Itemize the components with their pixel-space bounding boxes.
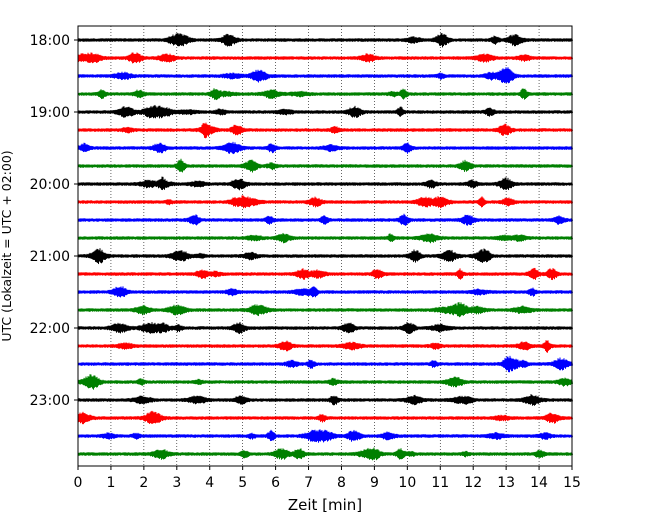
x-tick-label: 7: [304, 475, 313, 491]
y-axis-label: UTC (Lokalzeit = UTC + 02:00): [0, 150, 14, 341]
trace-2300: [77, 394, 573, 406]
trace-2115: [77, 267, 573, 281]
trace-2200: [77, 321, 573, 335]
trace-2345: [77, 447, 573, 461]
x-tick-label: 1: [106, 475, 115, 491]
x-axis-label: Zeit [min]: [288, 496, 362, 514]
y-tick-label: 21:00: [30, 249, 70, 265]
trace-1800: [77, 33, 573, 48]
x-tick-label: 15: [563, 475, 581, 491]
trace-1845: [77, 88, 573, 101]
y-tick-label: 23:00: [30, 393, 70, 409]
trace-2030: [77, 213, 573, 226]
trace-2130: [77, 286, 573, 298]
x-tick-label: 12: [464, 475, 482, 491]
seismic-traces: [77, 33, 573, 461]
trace-2245: [77, 374, 573, 390]
x-tick-label: 0: [74, 475, 83, 491]
x-tick-label: 8: [337, 475, 346, 491]
trace-2315: [77, 410, 573, 425]
trace-1830: [77, 67, 573, 84]
x-tick-label: 5: [238, 475, 247, 491]
trace-2045: [77, 232, 573, 244]
trace-1915: [77, 122, 573, 139]
trace-2000: [77, 176, 573, 191]
x-tick-label: 9: [370, 475, 379, 491]
trace-1930: [77, 141, 573, 155]
trace-2100: [77, 248, 573, 265]
y-tick-label: 22:00: [30, 321, 70, 337]
x-tick-label: 14: [530, 475, 548, 491]
trace-2215: [77, 340, 573, 353]
y-tick-label: 20:00: [30, 177, 70, 193]
trace-1945: [77, 158, 573, 173]
x-tick-label: 3: [172, 475, 181, 491]
trace-1900: [77, 104, 573, 119]
trace-2015: [77, 195, 573, 209]
y-tick-label: 18:00: [30, 33, 70, 49]
x-tick-label: 11: [431, 475, 449, 491]
grid-lines: [110, 26, 540, 466]
x-tick-label: 10: [398, 475, 416, 491]
trace-2330: [77, 429, 573, 443]
plot-frame: [77, 25, 573, 467]
y-axis-ticks: 18:00 19:00 20:00 21:00 22:00 23:00: [30, 33, 78, 409]
x-tick-label: 4: [205, 475, 214, 491]
trace-2145: [77, 302, 573, 318]
trace-1815: [77, 52, 573, 64]
x-tick-label: 6: [271, 475, 280, 491]
x-tick-label: 13: [497, 475, 515, 491]
y-tick-label: 19:00: [30, 105, 70, 121]
x-axis-ticks: 0 1 2 3 4 5 6 7 8 9 10 11 12 13 14 15: [74, 466, 581, 491]
trace-2230: [77, 355, 573, 373]
x-tick-label: 2: [139, 475, 148, 491]
